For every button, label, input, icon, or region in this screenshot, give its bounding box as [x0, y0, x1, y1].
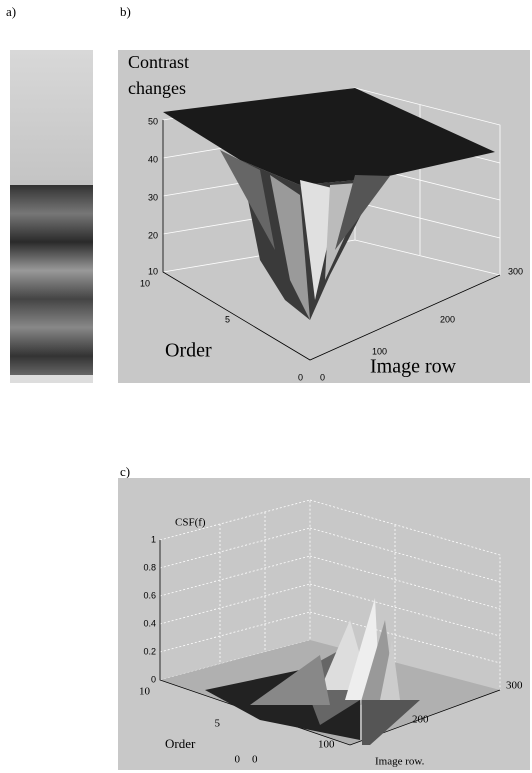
axis-label: Order — [165, 736, 196, 751]
tick-label: 300 — [508, 266, 523, 276]
surface-plot — [118, 50, 530, 383]
figure: a) b) c) — [0, 0, 532, 773]
tick-label: 0 — [151, 674, 156, 684]
image-strip — [10, 50, 93, 383]
tick-label: 30 — [148, 192, 158, 202]
tick-label: 0 — [298, 372, 303, 382]
tick-label: 50 — [148, 116, 158, 126]
panel-label: c) — [120, 464, 130, 479]
tick-label: 1 — [151, 534, 156, 544]
tick-label: 0.8 — [143, 562, 156, 572]
axis-label: CSF(f) — [175, 517, 206, 529]
tick-label: 10 — [139, 686, 151, 698]
tick-label: 5 — [215, 718, 221, 730]
tick-label: 0.2 — [143, 646, 156, 656]
tick-label: 200 — [440, 314, 455, 324]
tick-label: 0.4 — [143, 618, 156, 628]
panel-label: a) — [6, 4, 16, 19]
tick-label: 40 — [148, 154, 158, 164]
tick-label: 5 — [225, 314, 230, 324]
axis-label: changes — [128, 78, 186, 98]
tick-label: 0 — [235, 754, 241, 766]
tick-label: 10 — [148, 266, 158, 276]
tick-label: 20 — [148, 230, 158, 240]
axis-label: Image row. — [375, 756, 425, 768]
tick-label: 100 — [318, 739, 335, 751]
tick-label: 300 — [506, 680, 523, 692]
tick-label: 0 — [320, 372, 325, 382]
panel-label: b) — [120, 4, 131, 19]
tick-label: 0 — [252, 754, 258, 766]
tick-label: 10 — [140, 278, 150, 288]
axis-label: Order — [165, 340, 212, 362]
tick-label: 200 — [412, 714, 429, 726]
tick-label: 0.6 — [143, 590, 156, 600]
axis-label: Image row — [370, 356, 457, 378]
axis-label: Contrast — [128, 52, 189, 72]
